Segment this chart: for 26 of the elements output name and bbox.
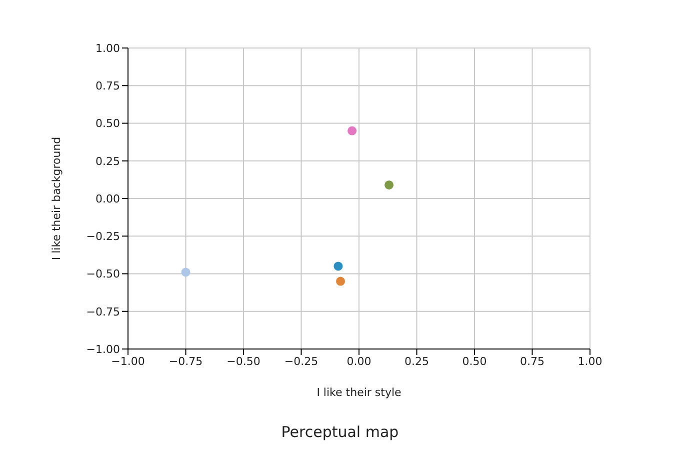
y-tick-label: 0.00 [96,192,120,206]
point [181,268,190,277]
y-tick-label: 1.00 [96,42,120,55]
y-tick-label: 0.75 [96,80,120,93]
x-tick-label: −0.25 [284,354,318,368]
y-tick-label: −0.75 [86,305,120,318]
x-tick-label: 1.00 [578,354,602,368]
x-tick-label: −0.50 [226,354,260,368]
point [384,180,394,190]
x-tick-label: −1.00 [111,354,145,368]
point [336,276,346,286]
text: Perceptual map [280,423,400,441]
y-tick-label: −0.25 [86,230,120,244]
x-tick-label: 0.25 [404,354,429,368]
x-tick-label: 0.50 [462,354,487,368]
y-tick-label: −0.50 [86,268,120,281]
y-tick-label: 0.50 [96,117,120,130]
y-tick-label: −1.00 [86,342,120,356]
x-tick-label: −0.75 [168,354,203,368]
y-tick-label: 0.25 [96,154,120,168]
point [334,262,343,271]
y-axis-title: I like their background [50,136,63,260]
x-axis-title: I like their style [316,386,402,399]
x-tick-label: 0.00 [346,354,372,368]
x-tick-label: 0.75 [520,354,544,368]
point [348,126,357,136]
